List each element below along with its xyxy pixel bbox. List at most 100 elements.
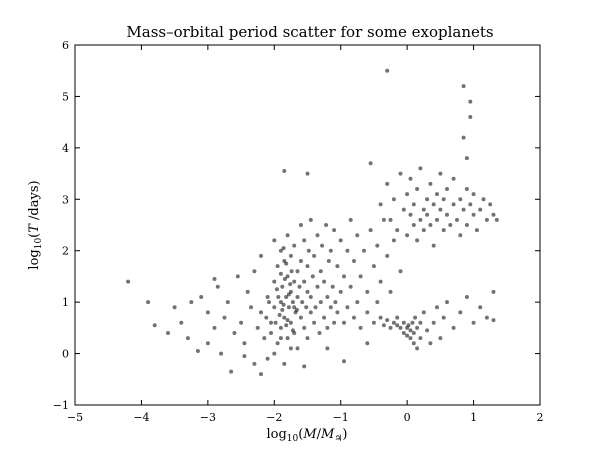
data-point xyxy=(205,341,210,346)
x-tick-label: −2 xyxy=(266,411,282,424)
data-point xyxy=(435,217,439,222)
data-point xyxy=(315,284,320,289)
x-tick-label: 0 xyxy=(404,411,411,424)
data-point xyxy=(401,207,406,212)
data-point xyxy=(471,320,476,325)
data-point xyxy=(273,320,278,325)
data-point xyxy=(282,361,287,366)
data-point xyxy=(126,279,131,284)
data-point xyxy=(335,264,340,269)
data-point xyxy=(468,202,473,207)
data-point xyxy=(406,323,411,328)
data-point xyxy=(431,202,436,207)
data-point xyxy=(232,331,237,335)
data-point xyxy=(385,181,390,186)
data-point xyxy=(219,351,224,356)
data-point xyxy=(471,192,476,197)
data-point xyxy=(282,315,287,320)
data-point xyxy=(222,315,227,320)
data-point xyxy=(375,243,380,248)
data-point xyxy=(461,135,466,140)
data-point xyxy=(348,217,353,222)
data-point xyxy=(281,246,286,251)
data-point xyxy=(458,310,463,315)
data-point xyxy=(391,197,396,202)
data-point xyxy=(269,320,273,325)
data-point xyxy=(242,354,247,359)
data-point xyxy=(312,320,317,325)
data-point xyxy=(330,284,335,289)
y-axis-label: log10(T /days) xyxy=(27,180,44,269)
data-point xyxy=(280,307,285,312)
x-axis-label-open: ( xyxy=(298,427,303,442)
data-point xyxy=(491,318,496,323)
data-point xyxy=(461,84,466,89)
data-point xyxy=(401,331,406,335)
data-point xyxy=(297,284,302,289)
data-point xyxy=(435,192,439,197)
data-point xyxy=(322,315,327,320)
data-point xyxy=(282,169,287,173)
data-point xyxy=(306,248,311,253)
data-point xyxy=(438,336,443,341)
data-point xyxy=(464,187,469,191)
data-point xyxy=(368,228,373,233)
data-point xyxy=(338,289,343,294)
data-point xyxy=(421,228,426,233)
data-point xyxy=(352,315,356,320)
data-point xyxy=(265,356,270,361)
data-point xyxy=(388,217,393,222)
data-point xyxy=(152,323,157,328)
data-point xyxy=(295,269,300,274)
data-point xyxy=(205,310,210,315)
x-axis-label-base: 10 xyxy=(287,434,299,444)
data-point xyxy=(415,187,420,191)
plot-frame xyxy=(74,44,541,406)
data-point xyxy=(278,300,283,305)
data-point xyxy=(362,248,366,253)
y-tick-label: 4 xyxy=(62,142,69,155)
data-point xyxy=(310,274,315,279)
data-point xyxy=(277,313,282,317)
data-point xyxy=(381,323,386,328)
y-tick-label: 0 xyxy=(62,348,69,361)
data-point xyxy=(264,315,269,320)
data-point xyxy=(317,331,322,335)
data-point xyxy=(405,192,410,197)
data-point xyxy=(438,171,443,176)
data-point xyxy=(418,336,423,341)
data-point xyxy=(464,223,469,227)
data-point xyxy=(408,176,413,181)
data-point xyxy=(411,341,416,346)
data-point xyxy=(401,320,406,325)
y-axis-label-open: ( xyxy=(27,233,42,238)
y-tick-label: 5 xyxy=(62,90,69,103)
chart-title: Mass–orbital period scatter for some exo… xyxy=(126,23,493,41)
data-point xyxy=(305,171,310,176)
data-point xyxy=(378,202,383,207)
data-point xyxy=(290,300,295,305)
data-point xyxy=(305,264,310,269)
data-point xyxy=(418,217,423,222)
data-point xyxy=(284,261,289,266)
y-tick-label: −1 xyxy=(53,399,69,412)
data-point xyxy=(381,217,386,222)
data-point xyxy=(298,259,303,263)
data-point xyxy=(292,243,297,248)
data-point xyxy=(315,233,320,238)
data-point xyxy=(229,369,234,374)
data-point xyxy=(398,171,403,176)
data-point xyxy=(411,331,416,335)
data-point xyxy=(408,336,413,341)
data-point xyxy=(338,238,343,243)
data-point xyxy=(491,212,496,217)
data-point xyxy=(285,318,290,323)
data-point xyxy=(358,325,363,330)
data-point xyxy=(342,274,346,279)
x-tick-label: 1 xyxy=(470,411,477,424)
data-point xyxy=(185,336,190,341)
data-point xyxy=(484,315,489,320)
data-point xyxy=(342,320,346,325)
data-point xyxy=(415,238,420,243)
data-point xyxy=(478,305,483,310)
